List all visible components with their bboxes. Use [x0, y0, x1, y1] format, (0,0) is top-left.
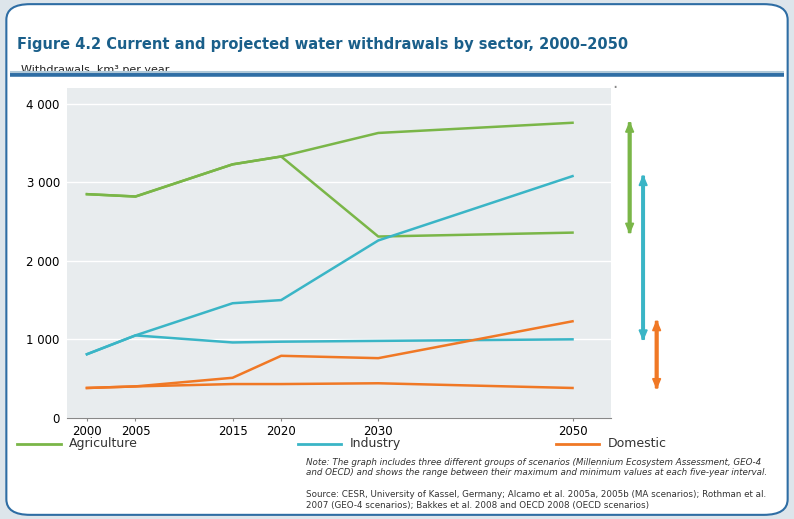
Text: ·: · [612, 79, 618, 97]
Text: Source: CESR, University of Kassel, Germany; Alcamo et al. 2005a, 2005b (MA scen: Source: CESR, University of Kassel, Germ… [306, 490, 766, 510]
Text: Domestic: Domestic [607, 437, 666, 450]
Text: Withdrawals, km³ per year: Withdrawals, km³ per year [21, 65, 170, 75]
Text: Agriculture: Agriculture [69, 437, 138, 450]
Text: Note: The graph includes three different groups of scenarios (Millennium Ecosyst: Note: The graph includes three different… [306, 458, 767, 477]
Text: Industry: Industry [349, 437, 401, 450]
Text: Figure 4.2 Current and projected water withdrawals by sector, 2000–2050: Figure 4.2 Current and projected water w… [17, 37, 629, 51]
